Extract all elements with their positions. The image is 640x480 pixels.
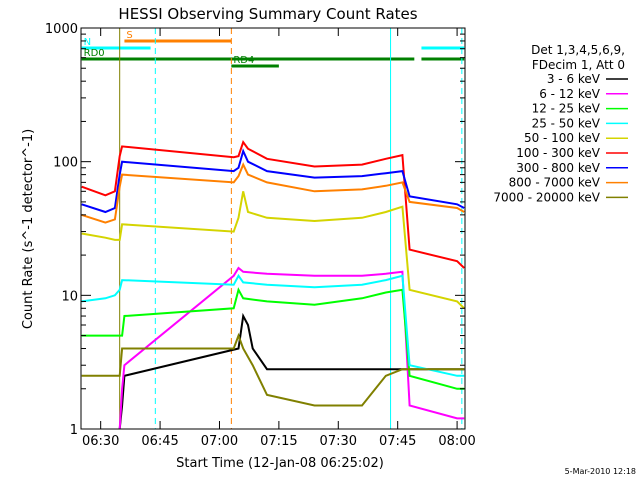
- legend-label: 6 - 12 keV: [539, 87, 601, 101]
- flag-label-n: N: [84, 37, 91, 48]
- flag-label-rd0: RD0: [84, 48, 105, 59]
- legend-label: 800 - 7000 keV: [509, 176, 601, 190]
- series-line: [81, 273, 465, 377]
- legend-label: 100 - 300 keV: [516, 146, 600, 160]
- series-line: [81, 332, 465, 407]
- legend-label: 12 - 25 keV: [532, 102, 601, 116]
- y-tick-label: 100: [53, 156, 78, 171]
- series-line: [81, 162, 465, 224]
- x-tick-label: 07:15: [260, 434, 297, 449]
- legend-header-line-2: FDecim 1, Att 0: [532, 58, 625, 72]
- y-axis-label: Count Rate (s^-1 detector^-1): [21, 129, 36, 329]
- x-axis-label: Start Time (12-Jan-08 06:25:02): [176, 456, 384, 471]
- series-line: [81, 148, 465, 214]
- y-tick-label: 1: [70, 423, 78, 438]
- y-tick-label: 1000: [45, 22, 78, 37]
- flag-label-rd4: RD4: [233, 55, 254, 66]
- chart-title: HESSI Observing Summary Count Rates: [118, 5, 417, 23]
- legend-label: 50 - 100 keV: [524, 131, 601, 145]
- x-tick-label: 06:30: [82, 434, 119, 449]
- legend-label: 25 - 50 keV: [532, 116, 601, 130]
- series-line: [118, 312, 465, 430]
- x-tick-label: 07:45: [379, 434, 416, 449]
- legend-label: 7000 - 20000 keV: [493, 190, 600, 204]
- timestamp: 5-Mar-2010 12:18: [565, 467, 636, 476]
- series-line: [118, 266, 465, 430]
- x-tick-label: 07:00: [201, 434, 238, 449]
- series-lines: [81, 139, 465, 430]
- vertical-markers: [119, 28, 463, 429]
- legend-label: 300 - 800 keV: [516, 161, 600, 175]
- x-tick-label: 06:45: [141, 434, 178, 449]
- legend-label: 3 - 6 keV: [547, 72, 601, 86]
- axis-ticks: 06:30 06:45 07:00 07:15 07:30 07:45 08:00 1 10 10…: [45, 22, 476, 449]
- legend-header-line-1: Det 1,3,4,5,6,9,: [531, 43, 625, 57]
- x-tick-label: 07:30: [320, 434, 357, 449]
- x-tick-label: 08:00: [438, 434, 475, 449]
- legend: Det 1,3,4,5,6,9, FDecim 1, Att 0 3 - 6 k…: [493, 43, 628, 204]
- flag-label-s: S: [126, 30, 132, 41]
- series-line: [81, 191, 465, 310]
- plot-frame: [80, 27, 466, 430]
- y-tick-label: 10: [61, 289, 78, 304]
